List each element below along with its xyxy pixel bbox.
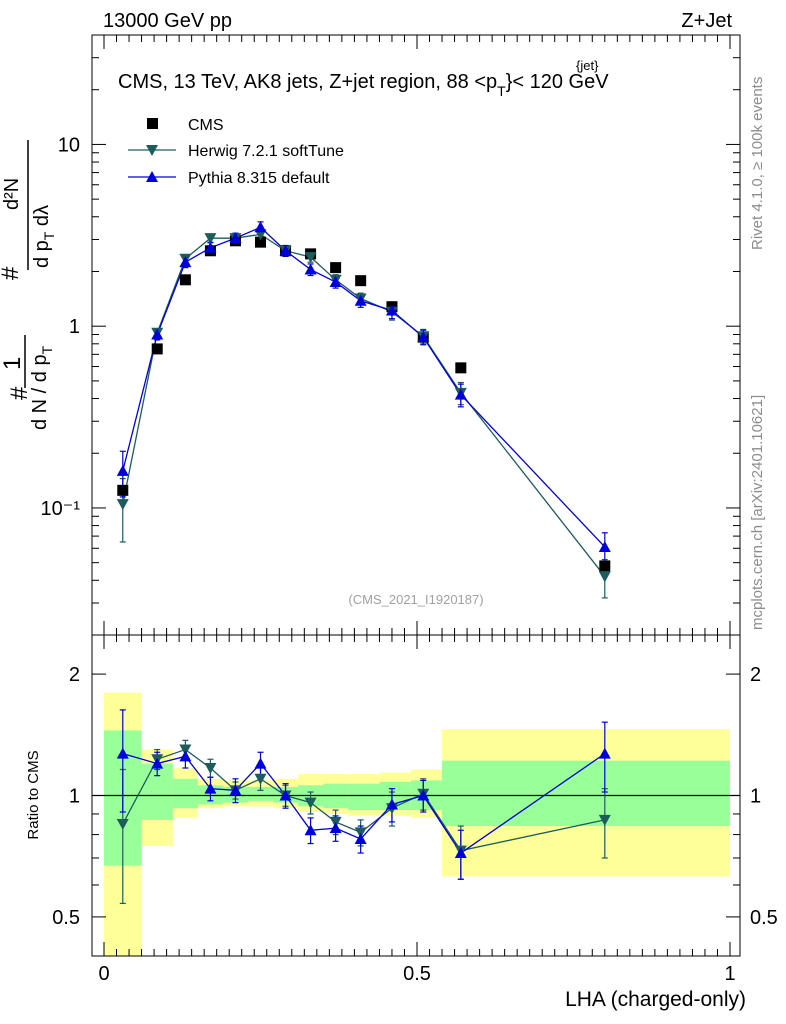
pythia-data-point [385, 304, 398, 316]
herwig-ratio-line [122, 748, 605, 852]
ylabel-hash-1: # [6, 386, 33, 400]
cms-data-point [599, 560, 611, 572]
ratio-band-inner [172, 778, 198, 809]
pythia-ratio-point [598, 747, 611, 759]
herwig-data-point [598, 571, 611, 583]
pythia-data-point [116, 464, 129, 476]
legend-cms-marker [147, 118, 158, 129]
legend-pythia-marker [146, 171, 158, 182]
cms-data-point [179, 274, 191, 286]
ylabel-hash-2: # [0, 266, 24, 280]
pythia-data-point [304, 263, 317, 275]
herwig-ratio-point [179, 744, 192, 756]
ratio-ytick-label-right: 0.5 [750, 907, 778, 929]
title-sub: T [497, 83, 506, 99]
ratio-ytick-label-left: 1 [69, 786, 80, 808]
ratio-xtick-label: 1 [724, 963, 735, 985]
legend-herwig-label: Herwig 7.2.1 softTune [188, 143, 344, 160]
main-data-layer [116, 221, 611, 599]
pythia-ratio-point [151, 757, 164, 769]
cms-data-point [355, 275, 367, 287]
ratio-ytick-label-left: 0.5 [52, 907, 80, 929]
header-right: Z+Jet [681, 10, 732, 32]
title-tail: }< 120 GeV [506, 71, 610, 93]
herwig-data-point [304, 252, 317, 264]
legend: CMS Herwig 7.2.1 softTune Pythia 8.315 d… [128, 117, 344, 187]
cms-data-point [151, 343, 163, 355]
pythia-data-point [598, 540, 611, 552]
title-sup: {jet} [576, 58, 599, 73]
ratio-ytick-label-right: 1 [750, 786, 761, 808]
ylabel-denominator: d N / d pT [29, 345, 55, 430]
pythia-data-point [279, 244, 292, 256]
chart-title: CMS, 13 TeV, AK8 jets, Z+jet region, 88 … [118, 71, 609, 99]
legend-herwig-marker [146, 145, 158, 156]
pythia-ratio-point [179, 750, 192, 762]
pythia-ratio-point [454, 847, 467, 859]
ratio-uncertainty-bands [104, 692, 730, 956]
cms-data-point [330, 262, 342, 274]
main-ytick-label: 10⁻¹ [41, 498, 81, 520]
pythia-data-point [204, 241, 217, 253]
x-axis-label: LHA (charged-only) [565, 988, 746, 1011]
ratio-ytick-label-left: 2 [69, 664, 80, 686]
pythia-data-point [329, 276, 342, 288]
header-left: 13000 GeV pp [103, 10, 232, 32]
main-ylabel: # 1 d N / d pT # d²N d pT dλ [0, 140, 57, 430]
main-ytick-label: 10 [58, 134, 80, 156]
pythia-ratio-point [354, 833, 367, 845]
pythia-data-point [179, 256, 192, 268]
analysis-watermark: (CMS_2021_I1920187) [348, 592, 483, 607]
pythia-data-point [354, 294, 367, 306]
ratio-data-layer [116, 709, 611, 905]
herwig-ratio-point [116, 818, 129, 830]
pythia-data-point [417, 331, 430, 343]
ratio-band-inner [442, 760, 480, 827]
legend-cms-label: CMS [188, 117, 224, 134]
pythia-ratio-line [122, 753, 606, 854]
ratio-xtick-label: 0.5 [403, 963, 431, 985]
mcplots-reference-text: mcplots.cern.ch [arXiv:2401.10621] [749, 395, 766, 630]
herwig-ratio-point [304, 797, 317, 809]
pythia-data-point [254, 221, 267, 233]
pythia-ratio-point [385, 798, 398, 810]
main-axis-ticks: 10⁻¹ 1 10 [41, 34, 740, 636]
herwig-data-point [116, 499, 129, 511]
herwig-ratio-point [204, 762, 217, 774]
ylabel-dp: d pT dλ [31, 205, 57, 268]
cms-data-point [455, 362, 467, 374]
ratio-ylabel: Ratio to CMS [25, 750, 42, 839]
ylabel-one: 1 [0, 357, 26, 370]
pythia-ratio-point [279, 789, 292, 801]
pythia-ratio-point [229, 784, 242, 796]
pythia-ratio-point [254, 757, 267, 769]
pythia-ratio-point [116, 747, 129, 759]
herwig-ratio-point [598, 814, 611, 826]
ratio-ytick-label-right: 2 [750, 664, 761, 686]
pythia-data-point [229, 232, 242, 244]
pythia-ratio-point [304, 824, 317, 836]
title-main: CMS, 13 TeV, AK8 jets, Z+jet region, 88 … [118, 71, 497, 93]
ratio-xtick-label: 0 [98, 963, 109, 985]
herwig-data-point [204, 233, 217, 245]
pythia-ratio-point [204, 782, 217, 794]
legend-pythia-label: Pythia 8.315 default [188, 170, 330, 187]
main-ytick-label: 1 [69, 316, 80, 338]
ylabel-d2n: d²N [1, 178, 23, 210]
rivet-version-text: Rivet 4.1.0, ≥ 100k events [749, 77, 766, 250]
cms-data-point [255, 236, 266, 248]
pythia-data-point [151, 328, 164, 340]
pythia-ratio-point [329, 822, 342, 834]
ratio-axis-ticks: 0.5 0.5 1 1 2 2 0 0.5 1 [52, 635, 778, 985]
cms-data-point [117, 484, 129, 496]
herwig-ratio-point [354, 827, 367, 839]
pythia-ratio-point [417, 789, 430, 801]
pythia-data-point [454, 388, 467, 400]
ratio-band-inner [348, 783, 380, 811]
herwig-ratio-point [254, 773, 267, 785]
ratio-band-inner [247, 786, 274, 801]
